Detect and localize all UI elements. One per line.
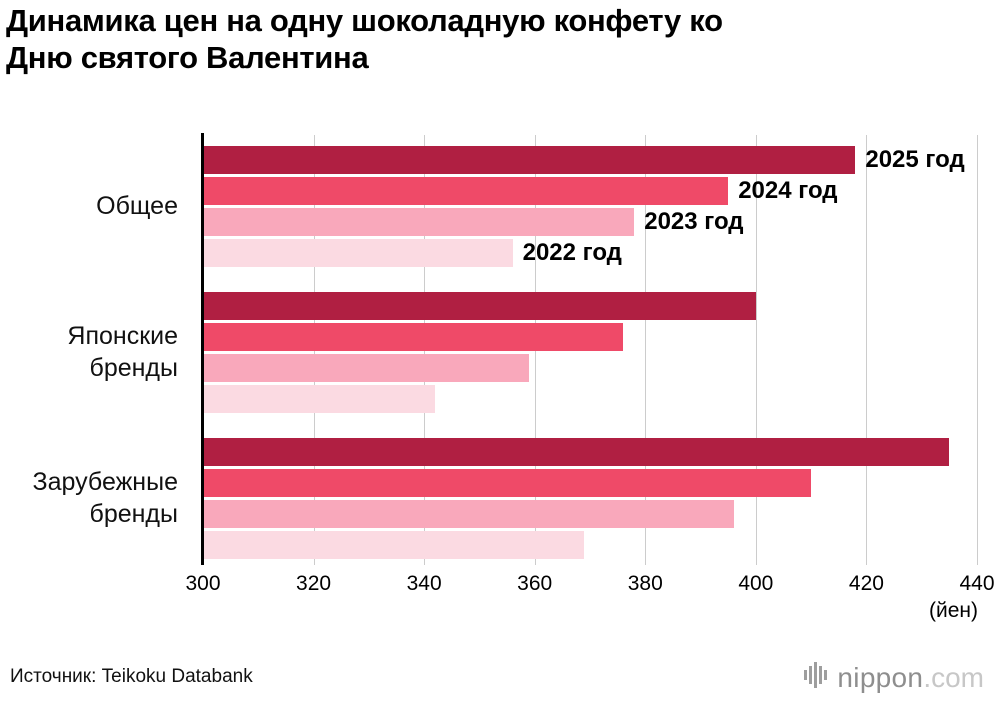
bar <box>203 438 950 466</box>
gridline <box>866 135 868 565</box>
bar <box>203 469 812 497</box>
series-year-label: 2022 год <box>522 239 622 266</box>
x-tick-label: 440 <box>959 572 995 595</box>
gridline <box>977 135 978 565</box>
source-note: Источник: Teikoku Databank <box>10 666 253 687</box>
logo-name-text: nippon <box>837 661 924 693</box>
soundwave-bars-icon <box>804 660 828 695</box>
x-tick-label: 320 <box>296 572 332 595</box>
nippon-com-logo[interactable]: nippon.com <box>804 660 984 695</box>
bar-row <box>203 438 977 466</box>
category-labels-column: Общее Японские бренды Зарубежные бренды <box>10 135 190 565</box>
bar <box>203 323 624 351</box>
category-label: Японские бренды <box>67 322 178 382</box>
bar-row <box>203 323 977 351</box>
bar-row <box>203 292 977 320</box>
gridline <box>645 135 647 565</box>
bar-row: 2023 год <box>203 208 977 236</box>
x-axis-unit-label: (йен) <box>929 599 978 622</box>
bar-group: 2025 год 2024 год 2023 год 2022 год <box>203 146 977 267</box>
bar <box>203 531 585 559</box>
x-tick-label: 380 <box>627 572 663 595</box>
bar <box>203 500 734 528</box>
gridline <box>755 135 757 565</box>
bar <box>203 292 756 320</box>
bar <box>203 208 635 236</box>
plot-area: 2025 год 2024 год 2023 год 2022 год <box>201 133 978 565</box>
bar-row <box>203 385 977 413</box>
x-axis-tick-labels: 300 320 340 360 380 400 420 440 <box>185 572 994 600</box>
bar-row: 2022 год <box>203 239 977 267</box>
series-year-label: 2024 год <box>738 177 838 204</box>
bar <box>203 354 530 382</box>
y-axis-line <box>201 133 204 565</box>
bar-row <box>203 500 977 528</box>
bar-groups-container: 2025 год 2024 год 2023 год 2022 год <box>203 135 977 565</box>
series-year-label: 2025 год <box>865 146 965 173</box>
logo-tld-text: .com <box>923 661 984 693</box>
bar-row <box>203 531 977 559</box>
x-tick-label: 360 <box>517 572 553 595</box>
bar-group <box>203 438 977 559</box>
x-tick-label: 400 <box>738 572 774 595</box>
bar <box>203 239 513 267</box>
bar-row <box>203 469 977 497</box>
chart-title-line1: Динамика цен на одну шоколадную конфету … <box>6 3 723 38</box>
bar <box>203 385 436 413</box>
chart-title: Динамика цен на одну шоколадную конфету … <box>6 2 966 76</box>
bar-row: 2024 год <box>203 177 977 205</box>
bar <box>203 146 856 174</box>
bar <box>203 177 729 205</box>
series-year-label: 2023 год <box>644 208 744 235</box>
bar-row: 2025 год <box>203 146 977 174</box>
chart-title-line2: Дню святого Валентина <box>6 40 369 76</box>
x-tick-label: 340 <box>406 572 442 595</box>
category-label: Общее <box>96 191 178 220</box>
bar-row <box>203 354 977 382</box>
bar-group <box>203 292 977 413</box>
x-tick-label: 420 <box>848 572 884 595</box>
category-label: Зарубежные бренды <box>32 468 178 528</box>
x-tick-label: 300 <box>185 572 221 595</box>
